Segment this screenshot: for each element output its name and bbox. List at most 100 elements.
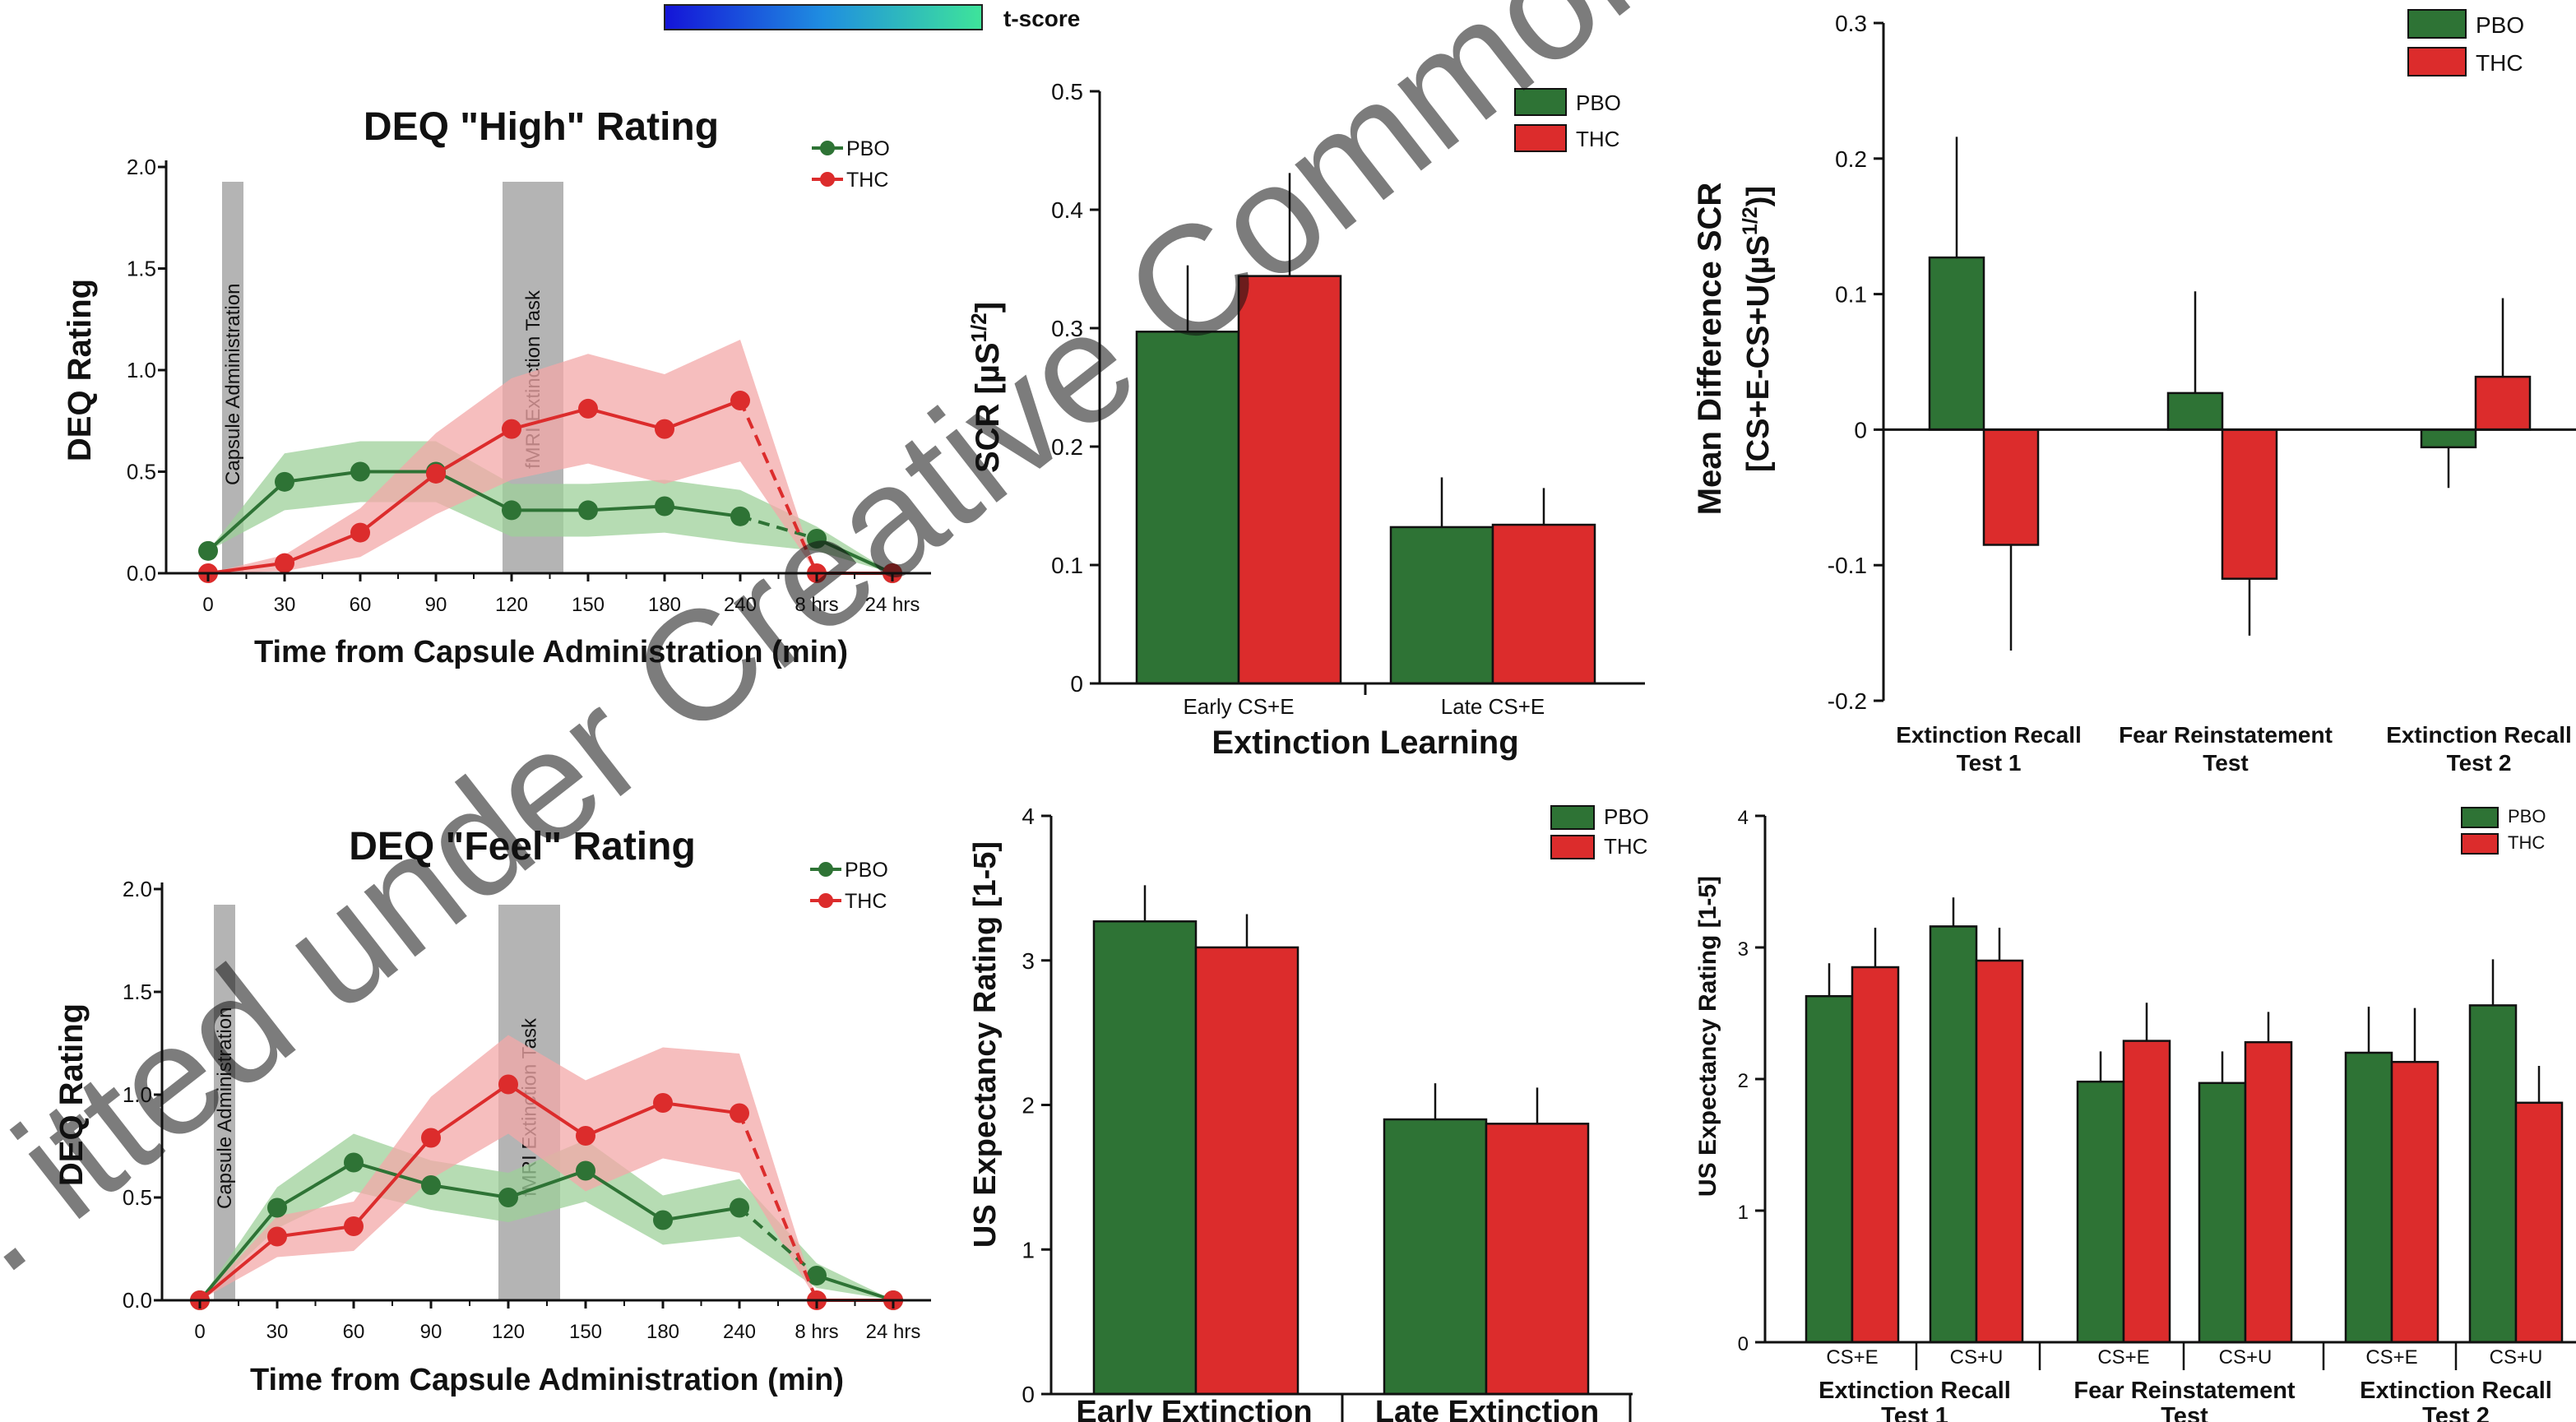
point-pbo (730, 506, 750, 526)
x-tick-label: Test 1 (1957, 750, 2022, 776)
y-tick-label: 3 (1022, 948, 1035, 974)
x-tick-label: 24 hrs (865, 594, 920, 616)
point-pbo (502, 500, 521, 521)
x-tick-label: Early Extinction (1076, 1395, 1312, 1422)
bar-pbo (1092, 920, 1198, 1396)
x-tick-label: 90 (425, 594, 447, 616)
x-axis-label: Extinction Learning (1212, 725, 1518, 761)
bar-pbo (1383, 1118, 1488, 1396)
point-thc (350, 522, 370, 543)
bar-pbo (1135, 331, 1240, 685)
point-thc (576, 1126, 595, 1146)
legend-swatch (2461, 807, 2499, 828)
bar-pbo (2468, 1004, 2518, 1344)
x-tick-label: CS+U (1950, 1346, 2004, 1369)
group-label: Test 2 (2422, 1403, 2490, 1422)
y-tick-label: 1 (1738, 1202, 1749, 1224)
point-pbo (807, 529, 827, 549)
x-tick-label: 150 (572, 594, 605, 616)
point-pbo (275, 471, 294, 492)
legend-marker (818, 862, 833, 877)
line-thc (198, 1082, 740, 1302)
point-pbo (807, 1266, 827, 1285)
legend-label: THC (845, 890, 887, 913)
y-tick-label: 0.5 (127, 460, 156, 484)
y-tick-label: 0.5 (1051, 79, 1083, 104)
x-tick-label: 120 (492, 1321, 525, 1343)
point-pbo (267, 1197, 287, 1218)
legend-swatch (2407, 47, 2467, 76)
x-tick-label: 24 hrs (866, 1321, 921, 1343)
legend-label: THC (846, 169, 888, 192)
point-thc (344, 1216, 364, 1236)
chart-scr_learning: 0 0.1 0.2 0.3 0.4 0.5 Early CS+E Late CS+E Extin… (966, 79, 1645, 761)
y-axis-label: US Expectancy Rating [1-5] (1694, 876, 1721, 1197)
x-tick-label: Fear Reinstatement (2119, 722, 2333, 748)
bar-pbo (1929, 925, 1978, 1344)
x-tick-label: 120 (495, 594, 528, 616)
y-tick-label: 0.3 (1051, 316, 1083, 341)
chart-title: DEQ "Feel" Rating (349, 825, 696, 868)
legend-swatch (2461, 833, 2499, 855)
bar-thc (2474, 375, 2532, 431)
y-tick-label: 1.0 (127, 358, 156, 382)
point-thc (655, 419, 674, 439)
legend-label: PBO (845, 859, 888, 882)
bar-thc (1491, 523, 1596, 685)
bar-thc (1982, 428, 2040, 546)
legend-marker (820, 141, 835, 155)
y-tick-label: 0.3 (1835, 11, 1867, 36)
x-tick-label: Late CS+E (1441, 694, 1545, 719)
line-tail-pbo (816, 1274, 894, 1302)
chart-us_learning: 0 1 2 3 4 Early Extinction Late Extinction US E… (968, 804, 1649, 1422)
x-tick-label: 8 hrs (795, 1321, 838, 1343)
point-pbo (350, 461, 370, 482)
point-pbo (198, 540, 218, 561)
legend-label: PBO (1604, 804, 1649, 829)
group-label: Test (2161, 1403, 2208, 1422)
x-tick-label: Early CS+E (1183, 694, 1294, 719)
y-tick-label: 2 (1738, 1070, 1749, 1092)
y-tick-label: 0 (1854, 417, 1867, 442)
x-axis-label: Time from Capsule Administration (min) (254, 635, 848, 669)
x-tick-label: Late Extinction (1375, 1395, 1599, 1422)
y-tick-label: 0.1 (1051, 553, 1083, 578)
y-axis-label: DEQ Rating (62, 279, 98, 461)
legend-label: THC (1604, 834, 1647, 859)
x-tick-label: CS+E (2365, 1346, 2417, 1369)
point-thc (275, 553, 294, 573)
y-tick-label: 0.1 (1835, 282, 1867, 308)
point-pbo (653, 1210, 673, 1230)
y-tick-label: 4 (1738, 807, 1749, 829)
y-tick-label: 0.5 (123, 1185, 152, 1210)
bar-thc (2390, 1060, 2439, 1344)
point-thc (578, 398, 598, 419)
y-tick-label: 1.5 (127, 257, 156, 281)
bar-pbo (1389, 526, 1494, 685)
capsule-band-label: Capsule Administration (222, 284, 244, 485)
y-axis-label: DEQ Rating (53, 1003, 90, 1186)
x-tick-label: CS+U (2490, 1346, 2543, 1369)
point-thc (421, 1128, 441, 1148)
colorbar-gradient (664, 4, 983, 30)
bar-thc (2244, 1040, 2293, 1344)
point-thc (730, 1103, 749, 1123)
x-tick-label: 0 (202, 594, 213, 616)
y-tick-label: 0 (1738, 1333, 1749, 1355)
line-pbo (206, 470, 741, 553)
y-tick-label: 0 (1070, 671, 1083, 697)
point-pbo (655, 496, 674, 516)
y-tick-label: 2.0 (123, 877, 152, 901)
point-thc (267, 1226, 287, 1247)
y-tick-label: 0.2 (1051, 434, 1083, 460)
bar-thc (1975, 959, 2024, 1344)
y-axis-label: Mean Difference SCR (1692, 183, 1728, 516)
y-axis-label: US Expectancy Rating [1-5] (968, 841, 1003, 1248)
bar-pbo (1805, 994, 1854, 1344)
bar-pbo (2344, 1051, 2393, 1344)
bar-thc (2221, 428, 2278, 580)
line-thc (207, 399, 741, 575)
x-tick-label: CS+E (2097, 1346, 2149, 1369)
point-thc (426, 463, 446, 484)
